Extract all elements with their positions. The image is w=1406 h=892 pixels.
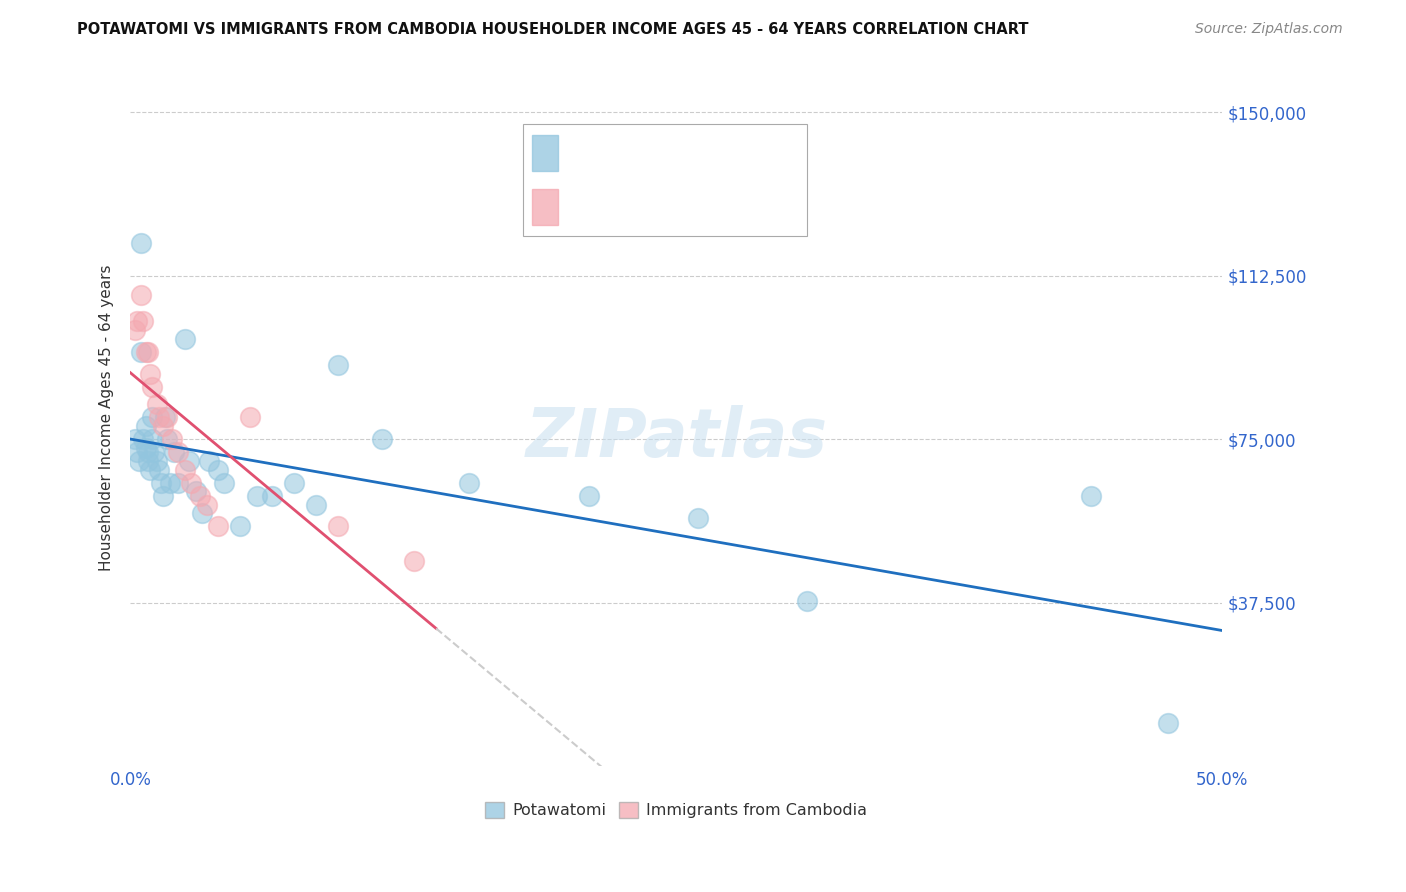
Point bbox=[578, 489, 600, 503]
Point bbox=[160, 432, 183, 446]
Text: POTAWATOMI VS IMMIGRANTS FROM CAMBODIA HOUSEHOLDER INCOME AGES 45 - 64 YEARS COR: POTAWATOMI VS IMMIGRANTS FROM CAMBODIA H… bbox=[77, 22, 1029, 37]
Point bbox=[155, 410, 177, 425]
Point bbox=[129, 345, 152, 359]
Point bbox=[148, 463, 170, 477]
Point bbox=[404, 554, 426, 568]
Point bbox=[139, 367, 162, 381]
Point bbox=[135, 441, 157, 455]
Text: ZIPatlas: ZIPatlas bbox=[526, 405, 827, 471]
Point bbox=[139, 463, 162, 477]
Point bbox=[174, 463, 197, 477]
Point bbox=[1157, 715, 1180, 730]
Point bbox=[163, 445, 186, 459]
Point bbox=[156, 410, 179, 425]
Point bbox=[207, 519, 229, 533]
Point bbox=[143, 445, 166, 459]
Point bbox=[239, 410, 262, 425]
Point bbox=[159, 475, 181, 490]
Point bbox=[132, 314, 155, 328]
Legend: Potawatomi, Immigrants from Cambodia: Potawatomi, Immigrants from Cambodia bbox=[479, 795, 873, 824]
Point bbox=[145, 454, 167, 468]
Point bbox=[228, 519, 250, 533]
Point bbox=[326, 358, 349, 372]
Point bbox=[1080, 489, 1102, 503]
Point bbox=[326, 519, 349, 533]
Point bbox=[184, 484, 207, 499]
Point bbox=[129, 288, 152, 302]
Point bbox=[212, 475, 235, 490]
Point bbox=[124, 323, 146, 337]
Point bbox=[136, 445, 159, 459]
Point bbox=[135, 345, 157, 359]
Point bbox=[132, 432, 155, 446]
Point bbox=[124, 432, 146, 446]
Point bbox=[198, 454, 221, 468]
Point bbox=[457, 475, 479, 490]
Point bbox=[141, 380, 163, 394]
Point bbox=[141, 410, 163, 425]
Point bbox=[179, 454, 201, 468]
Y-axis label: Householder Income Ages 45 - 64 years: Householder Income Ages 45 - 64 years bbox=[100, 264, 114, 571]
Point bbox=[262, 489, 284, 503]
Point bbox=[188, 489, 211, 503]
Point bbox=[195, 498, 218, 512]
Point bbox=[167, 445, 190, 459]
Point bbox=[191, 506, 214, 520]
Point bbox=[174, 332, 197, 346]
Point bbox=[796, 593, 818, 607]
Point bbox=[167, 475, 190, 490]
Point bbox=[305, 498, 328, 512]
Point bbox=[148, 410, 170, 425]
Point bbox=[149, 475, 172, 490]
Point bbox=[141, 432, 163, 446]
Point bbox=[125, 314, 148, 328]
Point bbox=[135, 419, 157, 434]
Point bbox=[128, 454, 150, 468]
Point bbox=[246, 489, 269, 503]
Point bbox=[688, 510, 710, 524]
Point bbox=[129, 235, 152, 250]
Text: Source: ZipAtlas.com: Source: ZipAtlas.com bbox=[1195, 22, 1343, 37]
Point bbox=[152, 489, 174, 503]
Point bbox=[152, 419, 174, 434]
Point bbox=[145, 397, 167, 411]
Point bbox=[125, 445, 148, 459]
Point bbox=[180, 475, 202, 490]
Point bbox=[136, 345, 159, 359]
Point bbox=[283, 475, 305, 490]
Point bbox=[207, 463, 229, 477]
Point bbox=[370, 432, 392, 446]
Point bbox=[156, 432, 179, 446]
Point bbox=[136, 454, 159, 468]
